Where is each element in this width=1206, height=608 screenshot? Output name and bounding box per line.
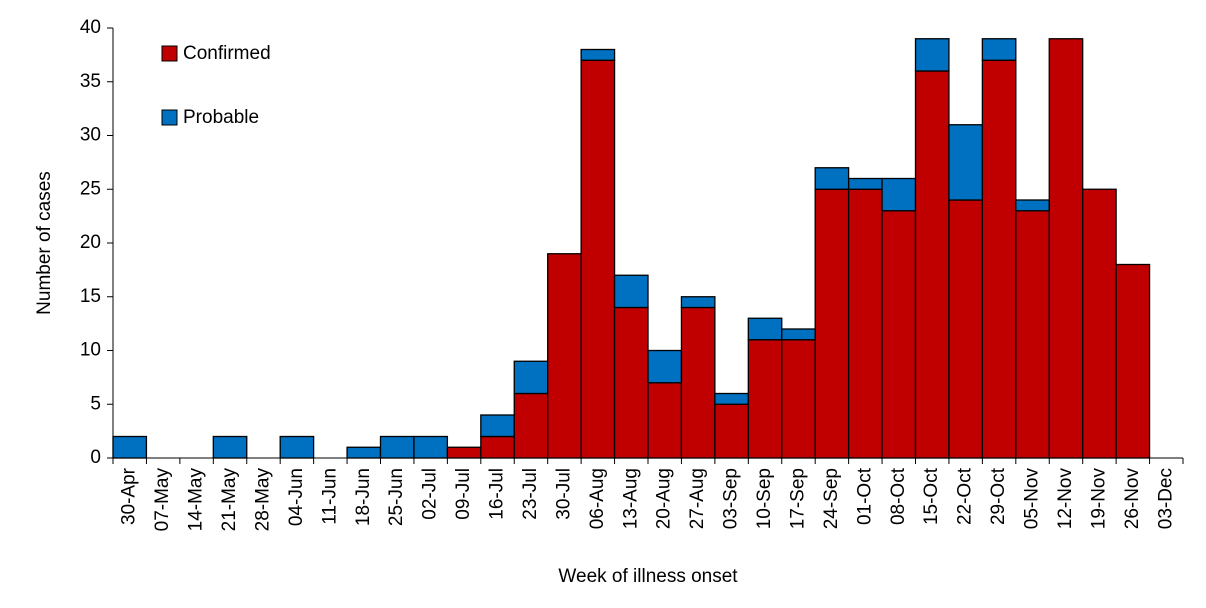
bar-segment	[1048, 38, 1084, 459]
y-tick-label: 20	[80, 232, 101, 253]
legend-label: Probable	[183, 107, 259, 128]
x-axis-label: Week of illness onset	[558, 566, 738, 587]
bar-segment	[413, 435, 449, 459]
bar-segment	[647, 349, 683, 384]
bar-segment	[881, 177, 917, 212]
bar-segment	[981, 59, 1017, 459]
bar-segment	[1015, 199, 1050, 212]
bar-segment	[112, 435, 148, 459]
x-tick-label: 06-Aug	[587, 468, 608, 529]
bar-segment	[480, 414, 515, 438]
x-tick-label: 04-Jun	[286, 468, 307, 526]
bar-segment	[814, 188, 850, 459]
x-tick-label: 03-Dec	[1155, 468, 1176, 529]
bar-segment	[513, 392, 549, 459]
y-tick-label: 5	[90, 393, 101, 414]
bar-segment	[847, 188, 883, 459]
x-tick-label: 01-Oct	[854, 467, 875, 525]
y-axis-label: Number of cases	[34, 171, 55, 315]
bar-segment	[847, 177, 883, 190]
y-tick-label: 0	[90, 447, 101, 468]
bar-segment	[446, 446, 482, 459]
x-tick-label: 02-Jul	[420, 468, 441, 520]
bar-segment	[781, 328, 816, 341]
bar-segment	[814, 167, 850, 190]
y-tick-label: 10	[80, 340, 101, 361]
bar-segment	[1015, 210, 1050, 459]
x-tick-label: 29-Oct	[988, 467, 1009, 525]
bar-segment	[1082, 188, 1117, 459]
legend-swatch	[161, 109, 178, 126]
x-tick-label: 26-Nov	[1122, 468, 1143, 530]
x-tick-label: 03-Sep	[721, 468, 742, 529]
y-tick-label: 15	[80, 286, 101, 307]
x-tick-label: 20-Aug	[654, 468, 675, 529]
x-tick-label: 16-Jul	[487, 468, 508, 520]
bar-segment	[747, 317, 783, 341]
x-tick-label: 21-May	[219, 468, 240, 532]
bar-segment	[914, 70, 950, 459]
x-tick-label: 19-Nov	[1088, 468, 1109, 530]
bar-segment	[580, 59, 616, 459]
bar-segment	[914, 38, 950, 72]
bar-segment	[279, 435, 315, 459]
bar-segment	[212, 435, 248, 459]
bar-segment	[747, 339, 783, 459]
bar-segment	[714, 392, 749, 405]
x-tick-label: 05-Nov	[1022, 468, 1043, 530]
legend-swatch	[161, 45, 178, 62]
x-tick-label: 30-Jul	[553, 468, 574, 520]
bar-segment	[680, 296, 716, 309]
x-tick-label: 22-Oct	[955, 467, 976, 525]
x-tick-label: 09-Jul	[453, 468, 474, 520]
x-tick-label: 12-Nov	[1055, 468, 1076, 530]
bar-segment	[379, 435, 415, 459]
x-tick-label: 23-Jul	[520, 468, 541, 520]
y-tick-label: 35	[80, 71, 101, 92]
x-tick-label: 11-Jun	[319, 468, 340, 525]
x-tick-label: 14-May	[186, 468, 207, 532]
bar-segment	[948, 199, 984, 459]
bar-segment	[513, 360, 549, 395]
x-tick-label: 25-Jun	[386, 468, 407, 526]
bar-segment	[781, 339, 816, 459]
y-tick-label: 30	[80, 125, 101, 146]
x-tick-label: 18-Jun	[353, 468, 374, 526]
x-tick-label: 15-Oct	[921, 467, 942, 525]
x-tick-label: 17-Sep	[787, 468, 808, 529]
x-tick-label: 30-Apr	[119, 467, 140, 525]
x-tick-label: 07-May	[152, 468, 173, 532]
x-tick-label: 27-Aug	[687, 468, 708, 529]
x-tick-label: 24-Sep	[821, 468, 842, 529]
bar-segment	[680, 306, 716, 459]
bar-segment	[613, 274, 649, 309]
x-tick-label: 10-Sep	[754, 468, 775, 529]
bar-segment	[948, 124, 984, 201]
legend-label: Confirmed	[183, 43, 271, 64]
bar-segment	[647, 382, 683, 459]
bar-segment	[881, 210, 917, 459]
x-tick-label: 08-Oct	[888, 467, 909, 525]
bar-segment	[613, 306, 649, 459]
x-tick-label: 28-May	[252, 468, 273, 532]
y-tick-label: 40	[80, 17, 101, 38]
y-tick-label: 25	[80, 178, 101, 199]
bar-segment	[981, 38, 1017, 61]
bar-segment	[580, 48, 616, 61]
bar-segment	[346, 446, 382, 459]
bar-segment	[480, 435, 515, 459]
x-tick-label: 13-Aug	[620, 468, 641, 529]
bar-segment	[547, 253, 582, 459]
bar-segment	[714, 403, 749, 459]
bar-segment	[1115, 263, 1151, 459]
